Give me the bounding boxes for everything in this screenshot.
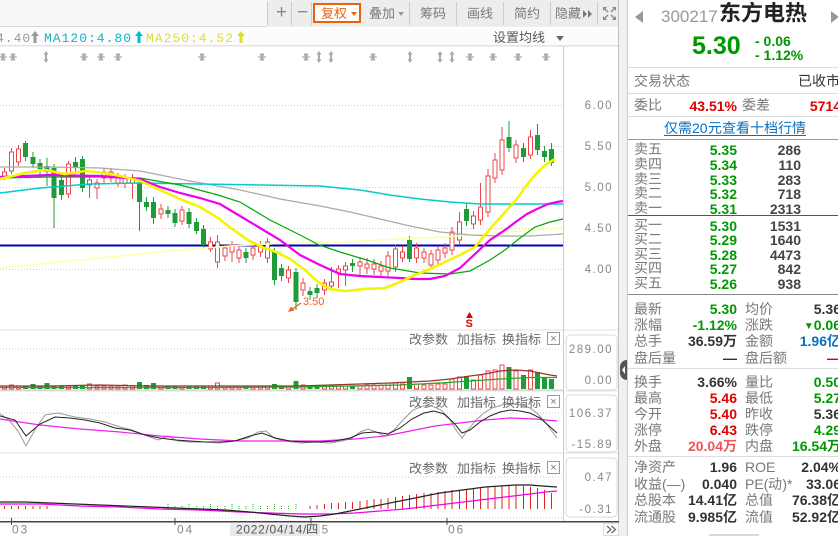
svg-text:5: 5 <box>322 523 329 536</box>
svg-text:-0.31: -0.31 <box>579 504 613 516</box>
svg-text:06: 06 <box>448 523 465 536</box>
svg-text:2022/04/14/: 2022/04/14/ <box>236 523 307 536</box>
svg-text:03: 03 <box>12 523 29 536</box>
svg-text:289.00: 289.00 <box>569 344 613 356</box>
svg-text:4.00: 4.00 <box>585 264 613 276</box>
svg-text:S: S <box>466 318 473 330</box>
svg-text:6.00: 6.00 <box>585 100 613 112</box>
svg-text:4.50: 4.50 <box>585 223 613 235</box>
svg-text:04: 04 <box>177 523 194 536</box>
svg-text:5.50: 5.50 <box>585 141 613 153</box>
svg-text:0.00: 0.00 <box>585 375 613 387</box>
svg-text:-15.89: -15.89 <box>571 439 613 451</box>
svg-text:3.50: 3.50 <box>303 296 324 308</box>
svg-text:5.00: 5.00 <box>585 182 613 194</box>
svg-text:106.37: 106.37 <box>569 408 613 420</box>
svg-text:0.47: 0.47 <box>585 472 613 484</box>
